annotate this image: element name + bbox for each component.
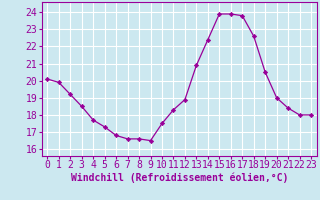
X-axis label: Windchill (Refroidissement éolien,°C): Windchill (Refroidissement éolien,°C) — [70, 173, 288, 183]
